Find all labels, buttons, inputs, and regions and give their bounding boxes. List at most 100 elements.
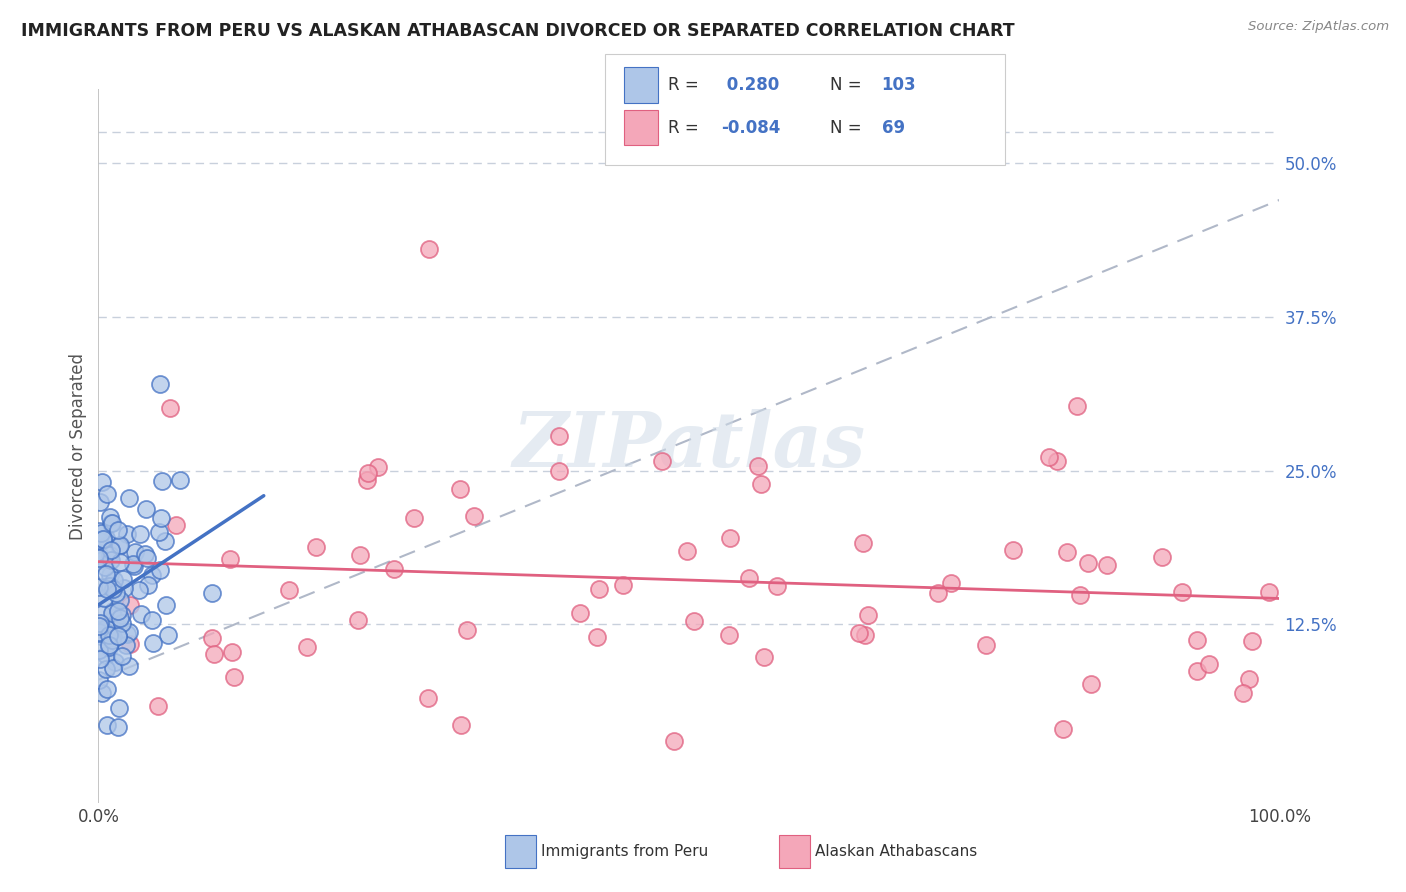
Point xyxy=(585,630,607,644)
Point xyxy=(90,629,112,643)
Point xyxy=(89,625,111,640)
Point xyxy=(148,699,170,714)
Point xyxy=(1239,672,1261,686)
Point xyxy=(110,538,132,552)
Point xyxy=(456,623,478,637)
Point xyxy=(356,473,378,487)
Point xyxy=(124,558,146,573)
Point xyxy=(1066,400,1088,414)
Point xyxy=(112,581,135,595)
Point xyxy=(141,567,163,582)
Point xyxy=(90,607,112,621)
Point xyxy=(98,579,121,593)
Point xyxy=(367,459,389,474)
Point xyxy=(98,640,121,654)
Point xyxy=(94,531,117,545)
Point xyxy=(463,508,485,523)
Point xyxy=(108,555,131,569)
Point xyxy=(662,734,685,748)
Point xyxy=(157,628,180,642)
Point xyxy=(101,604,124,618)
Point xyxy=(404,511,426,525)
Point xyxy=(297,640,319,655)
Point xyxy=(749,477,772,491)
Point xyxy=(90,475,112,489)
Point xyxy=(87,547,110,561)
Point xyxy=(305,540,328,554)
Point xyxy=(142,636,165,650)
Point xyxy=(219,551,242,566)
Point xyxy=(201,631,224,645)
Point xyxy=(134,547,156,561)
Point xyxy=(89,673,111,687)
Point xyxy=(547,464,569,478)
Point xyxy=(1170,584,1192,599)
Point xyxy=(112,572,135,586)
Point xyxy=(356,466,378,480)
Point xyxy=(135,502,157,516)
Point xyxy=(87,643,110,657)
Point xyxy=(118,599,141,613)
Point xyxy=(1046,454,1069,468)
Point xyxy=(96,487,118,501)
Point xyxy=(98,628,121,642)
Point xyxy=(1056,545,1078,559)
Point xyxy=(87,524,110,539)
Point xyxy=(221,645,243,659)
Point xyxy=(100,516,122,531)
Point xyxy=(382,562,405,576)
Point xyxy=(155,533,177,548)
Point xyxy=(107,629,129,643)
Point xyxy=(115,627,138,641)
Point xyxy=(1052,722,1074,736)
Point xyxy=(1257,585,1279,599)
Point xyxy=(87,619,110,633)
Point xyxy=(848,625,870,640)
Point xyxy=(1185,632,1208,647)
Point xyxy=(129,607,152,621)
Point xyxy=(853,628,876,642)
Point xyxy=(103,611,125,625)
Point xyxy=(107,523,129,537)
Point xyxy=(87,580,110,594)
Point xyxy=(1198,657,1220,672)
Point xyxy=(96,582,118,596)
Point xyxy=(100,543,122,558)
Point xyxy=(718,531,741,545)
Point xyxy=(128,526,150,541)
Point xyxy=(93,591,115,605)
Point xyxy=(111,615,134,630)
Text: N =: N = xyxy=(830,76,860,94)
Point xyxy=(588,582,610,596)
Point xyxy=(104,611,127,625)
Point xyxy=(104,655,127,669)
Point xyxy=(150,474,173,488)
Text: 0.280: 0.280 xyxy=(721,76,779,94)
Text: ZIPatlas: ZIPatlas xyxy=(512,409,866,483)
Point xyxy=(100,606,122,620)
Point xyxy=(89,652,111,666)
Point xyxy=(94,560,117,574)
Point xyxy=(107,629,129,643)
Point xyxy=(548,429,571,443)
Point xyxy=(94,623,117,637)
Point xyxy=(347,613,370,627)
Point xyxy=(103,582,125,596)
Point xyxy=(136,578,159,592)
Point xyxy=(349,549,371,563)
Point xyxy=(148,525,170,540)
Point xyxy=(107,720,129,734)
Point xyxy=(108,701,131,715)
Point xyxy=(858,607,880,622)
Point xyxy=(224,670,246,684)
Point xyxy=(1038,450,1060,464)
Point xyxy=(976,639,998,653)
Point xyxy=(612,578,634,592)
Point xyxy=(651,454,673,468)
Point xyxy=(91,532,114,546)
Point xyxy=(852,535,875,549)
Point xyxy=(111,648,134,663)
Point xyxy=(418,242,440,256)
Point xyxy=(124,545,146,559)
Point xyxy=(91,686,114,700)
